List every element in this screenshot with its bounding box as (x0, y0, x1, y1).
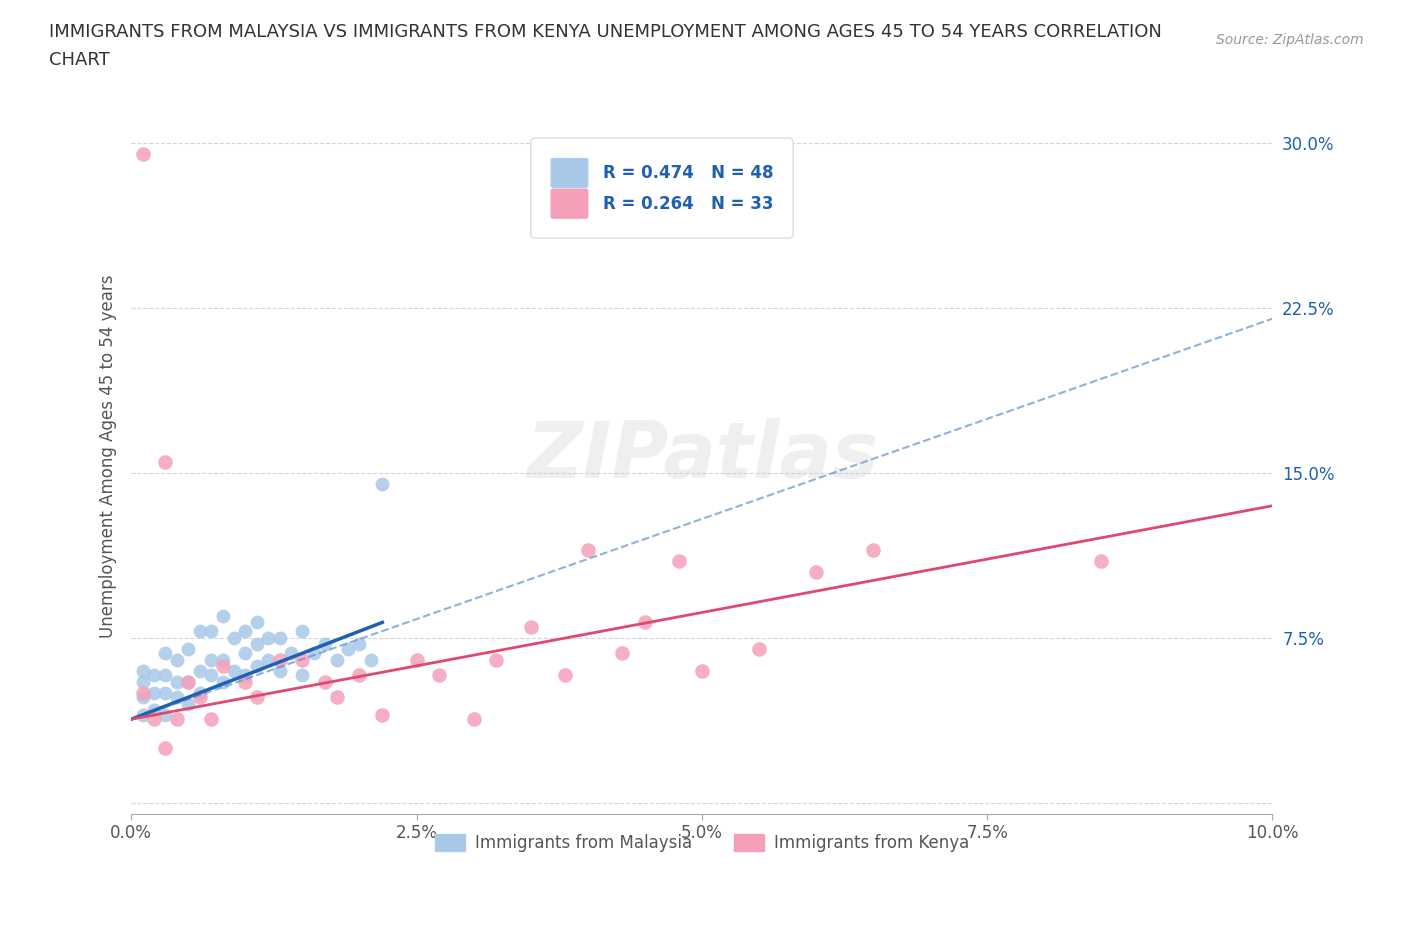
Point (314, 674, 336, 689)
Point (748, 642, 770, 657)
Point (131, 146, 153, 161)
FancyBboxPatch shape (551, 189, 588, 219)
Point (246, 659, 269, 674)
Point (131, 663, 153, 678)
Text: CHART: CHART (49, 51, 110, 69)
Point (222, 663, 245, 678)
Point (143, 668, 166, 683)
Point (155, 740, 177, 755)
Point (131, 708, 153, 723)
Point (211, 659, 233, 674)
Point (371, 708, 394, 723)
Text: IMMIGRANTS FROM MALAYSIA VS IMMIGRANTS FROM KENYA UNEMPLOYMENT AMONG AGES 45 TO : IMMIGRANTS FROM MALAYSIA VS IMMIGRANTS F… (49, 23, 1163, 41)
Point (143, 685, 166, 700)
Text: R = 0.264   N = 33: R = 0.264 N = 33 (603, 194, 773, 213)
Point (246, 690, 269, 705)
Y-axis label: Unemployment Among Ages 45 to 54 years: Unemployment Among Ages 45 to 54 years (100, 274, 117, 638)
Point (314, 637, 336, 652)
Point (155, 455, 177, 470)
Point (222, 631, 245, 645)
Point (427, 668, 450, 683)
FancyBboxPatch shape (530, 138, 793, 238)
Point (634, 615, 657, 630)
Point (235, 645, 257, 660)
Point (519, 619, 541, 634)
Point (463, 711, 485, 726)
Point (862, 542, 884, 557)
Point (246, 637, 269, 652)
Point (131, 690, 153, 705)
Point (291, 668, 314, 683)
Point (291, 652, 314, 667)
Point (235, 668, 257, 683)
Point (166, 711, 188, 726)
Point (405, 652, 427, 667)
Point (485, 652, 508, 667)
Point (325, 690, 347, 705)
Point (211, 652, 233, 667)
Point (269, 663, 291, 678)
Point (1090, 553, 1112, 568)
Point (155, 668, 177, 683)
Point (143, 711, 166, 726)
Point (269, 652, 291, 667)
Point (349, 637, 371, 652)
Point (200, 624, 222, 639)
Point (610, 645, 633, 660)
Point (235, 624, 257, 639)
Point (166, 674, 188, 689)
Text: R = 0.474   N = 48: R = 0.474 N = 48 (603, 164, 773, 182)
Point (371, 476, 394, 491)
Point (554, 668, 576, 683)
Point (211, 608, 233, 623)
Point (257, 631, 280, 645)
Point (177, 642, 200, 657)
Point (155, 685, 177, 700)
Point (291, 624, 314, 639)
Point (668, 553, 690, 568)
Point (131, 685, 153, 700)
Point (349, 668, 371, 683)
Point (166, 652, 188, 667)
Point (200, 711, 222, 726)
Point (200, 668, 222, 683)
Text: Source: ZipAtlas.com: Source: ZipAtlas.com (1216, 33, 1364, 46)
Point (302, 645, 325, 660)
Point (325, 652, 347, 667)
Point (690, 663, 713, 678)
Point (166, 690, 188, 705)
Point (269, 631, 291, 645)
Point (143, 703, 166, 718)
Point (188, 663, 211, 678)
Point (804, 565, 827, 579)
Point (177, 697, 200, 711)
Text: ZIPatlas: ZIPatlas (526, 418, 877, 494)
Point (211, 674, 233, 689)
Point (131, 674, 153, 689)
Point (576, 542, 599, 557)
Point (280, 645, 302, 660)
Point (155, 645, 177, 660)
Point (257, 652, 280, 667)
Point (177, 674, 200, 689)
Point (360, 652, 382, 667)
Point (337, 642, 360, 657)
Point (188, 690, 211, 705)
Point (155, 708, 177, 723)
Point (188, 624, 211, 639)
Legend: Immigrants from Malaysia, Immigrants from Kenya: Immigrants from Malaysia, Immigrants fro… (429, 828, 976, 859)
Point (246, 615, 269, 630)
Point (200, 652, 222, 667)
Point (235, 674, 257, 689)
Point (188, 685, 211, 700)
FancyBboxPatch shape (551, 158, 588, 187)
Point (177, 674, 200, 689)
